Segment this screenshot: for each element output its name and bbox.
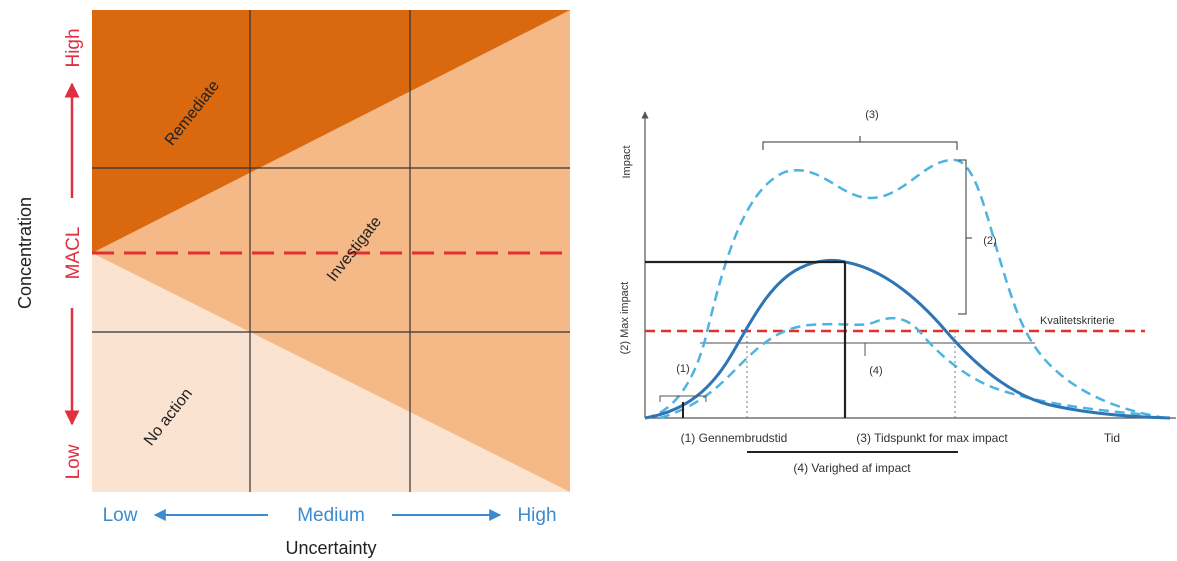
y-axis-mid-label: MACL [63, 227, 84, 280]
x-axis-low-label: Low [103, 505, 138, 526]
zone-remediate [92, 10, 570, 253]
zone-no-action [92, 253, 570, 492]
time-of-max-impact-label: (3) Tidspunkt for max impact [856, 431, 1008, 445]
x-axis-mid-label: Medium [297, 505, 365, 526]
duration-mid-label: (4) [869, 365, 882, 377]
impact-diagram: Impact Tid (2) Max impact Kvalitetskrite… [619, 109, 1176, 475]
bracket-2 [958, 159, 972, 315]
time-axis-label: Tid [1104, 431, 1120, 445]
decision-matrix: Remediate Investigate No action Concentr… [15, 10, 570, 558]
impact-axis-label: Impact [621, 145, 633, 178]
bracket-2-label: (2) [983, 235, 996, 247]
x-axis-high-label: High [517, 505, 556, 526]
bracket-1 [659, 395, 707, 402]
solid-impact-curve [644, 258, 1171, 420]
dashed-inner-curve [659, 317, 1151, 420]
breakthrough-time-label: (1) Gennembrudstid [681, 431, 788, 445]
x-axis-title: Uncertainty [285, 538, 376, 558]
duration-of-impact-label: (4) Varighed af impact [793, 461, 911, 475]
y-axis-high-label: High [63, 28, 84, 67]
bracket-3 [762, 136, 958, 150]
bracket-3-label: (3) [865, 109, 878, 121]
y-axis-title: Concentration [15, 197, 35, 309]
dashed-impact-curve [644, 158, 1166, 420]
max-impact-axis-label: (2) Max impact [619, 282, 631, 355]
quality-criterion-label: Kvalitetskriterie [1040, 315, 1115, 327]
y-axis-low-label: Low [63, 444, 84, 479]
bracket-1-label: (1) [676, 363, 689, 375]
